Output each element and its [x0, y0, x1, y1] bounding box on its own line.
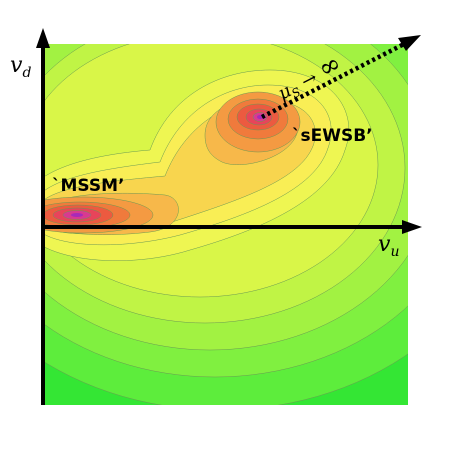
limit-ray-arrowhead: [398, 35, 421, 51]
limit-ray: [260, 39, 410, 120]
y-axis-label: vd: [10, 53, 31, 81]
x-axis-arrowhead: [402, 220, 422, 234]
contour-field: [43, 44, 408, 405]
mssm-contour-6: [71, 213, 83, 217]
x-axis-label: vu: [378, 232, 399, 260]
sewsb-label: `sEWSB’: [292, 126, 373, 146]
mssm-label: `MSSM’: [52, 176, 125, 196]
y-axis-arrowhead: [36, 28, 50, 48]
